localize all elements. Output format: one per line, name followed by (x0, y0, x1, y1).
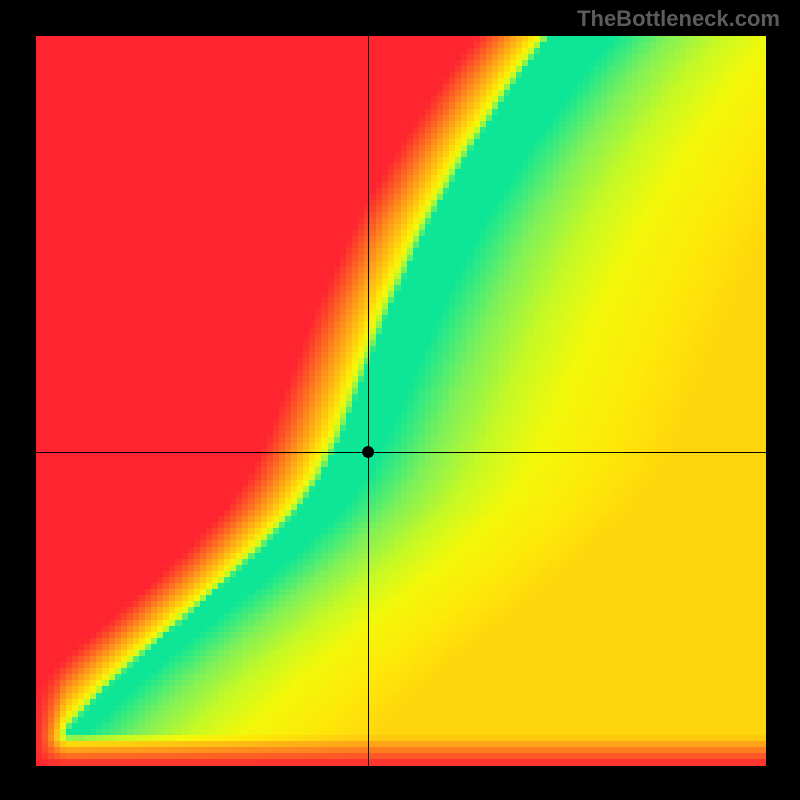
chart-container: TheBottleneck.com (0, 0, 800, 800)
bottleneck-heatmap (36, 36, 766, 766)
watermark-text: TheBottleneck.com (577, 6, 780, 32)
